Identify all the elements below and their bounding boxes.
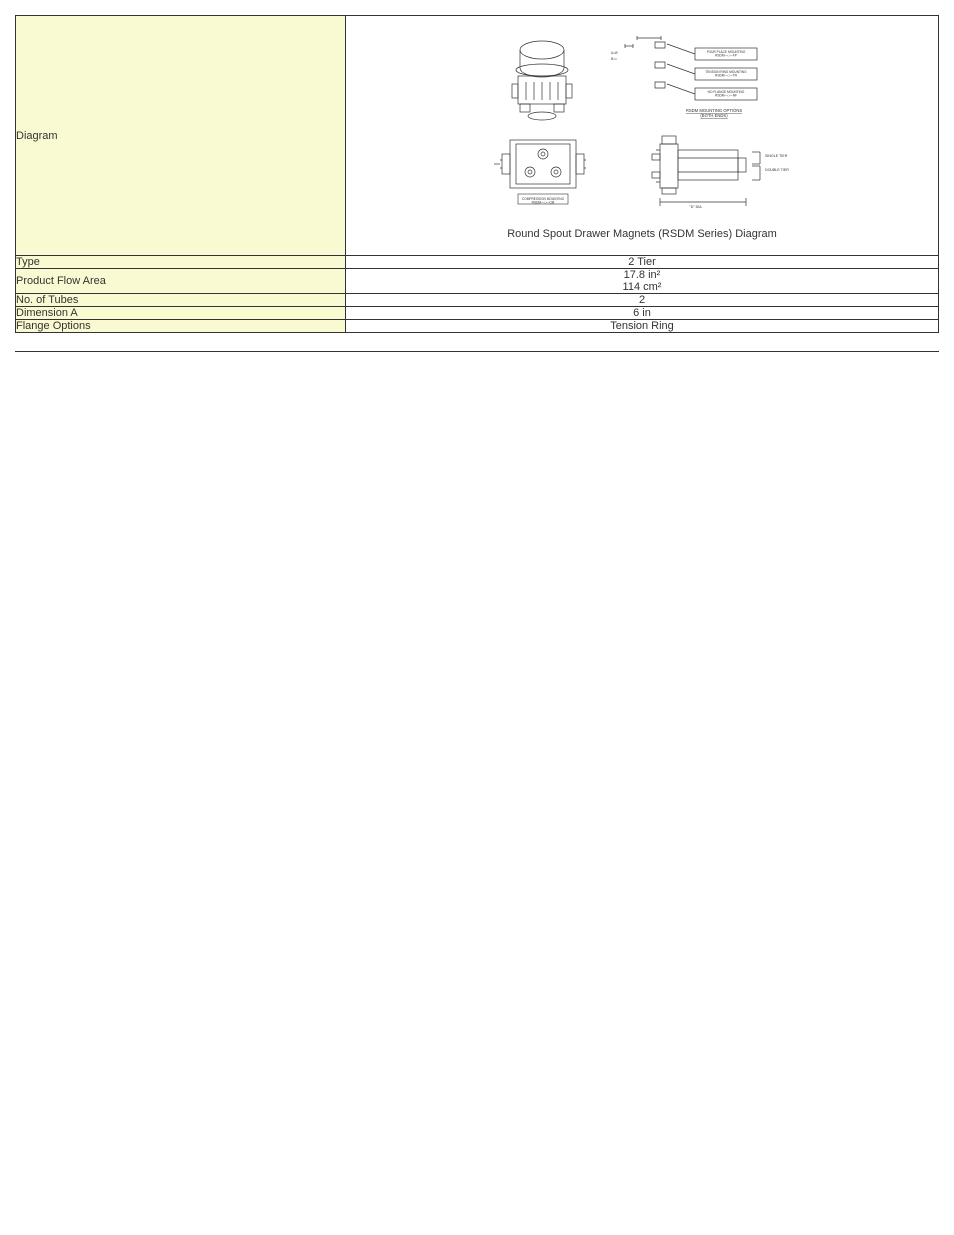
flow-area-line1: 17.8 in²	[346, 269, 938, 281]
table-row: Product Flow Area 17.8 in² 114 cm²	[16, 269, 939, 294]
svg-text:RSDM—□—TR: RSDM—□—TR	[715, 73, 738, 77]
table-row-diagram: Diagram	[16, 16, 939, 256]
diagram-caption: Round Spout Drawer Magnets (RSDM Series)…	[507, 228, 777, 240]
label-type: Type	[16, 256, 346, 269]
table-row: Flange Options Tension Ring	[16, 320, 939, 333]
value-flow-area: 17.8 in² 114 cm²	[346, 269, 939, 294]
svg-text:RSDM—□—NF: RSDM—□—NF	[715, 93, 737, 97]
table-row: Dimension A 6 in	[16, 307, 939, 320]
value-dimension-a: 6 in	[346, 307, 939, 320]
svg-text:B=□: B=□	[611, 57, 617, 61]
diagram-cell: A=Ø B=□ FOUR PLACE MOUNTING RSDM—□—FP TE…	[346, 16, 939, 256]
table-row: Type 2 Tier	[16, 256, 939, 269]
value-type: 2 Tier	[346, 256, 939, 269]
anno-single-tier: SINGLE TIER	[765, 154, 788, 158]
label-flow-area: Product Flow Area	[16, 269, 346, 294]
label-dimension-a: Dimension A	[16, 307, 346, 320]
svg-text:A=Ø: A=Ø	[611, 51, 618, 55]
table-row: No. of Tubes 2	[16, 294, 939, 307]
label-flange: Flange Options	[16, 320, 346, 333]
value-flange: Tension Ring	[346, 320, 939, 333]
footer-rule	[15, 351, 939, 352]
label-diagram: Diagram	[16, 16, 346, 256]
svg-text:"D" DIA.: "D" DIA.	[689, 205, 702, 209]
anno-double-tier: DOUBLE TIER	[765, 168, 789, 172]
label-tubes: No. of Tubes	[16, 294, 346, 307]
svg-text:(BOTH ENDS): (BOTH ENDS)	[700, 113, 728, 118]
svg-text:RSDM—□—CM: RSDM—□—CM	[532, 200, 555, 204]
flow-area-line2: 114 cm²	[346, 281, 938, 293]
rsdm-diagram-icon: A=Ø B=□ FOUR PLACE MOUNTING RSDM—□—FP TE…	[482, 32, 802, 222]
value-tubes: 2	[346, 294, 939, 307]
svg-text:RSDM—□—FP: RSDM—□—FP	[715, 53, 737, 57]
spec-table: Diagram	[15, 15, 939, 333]
